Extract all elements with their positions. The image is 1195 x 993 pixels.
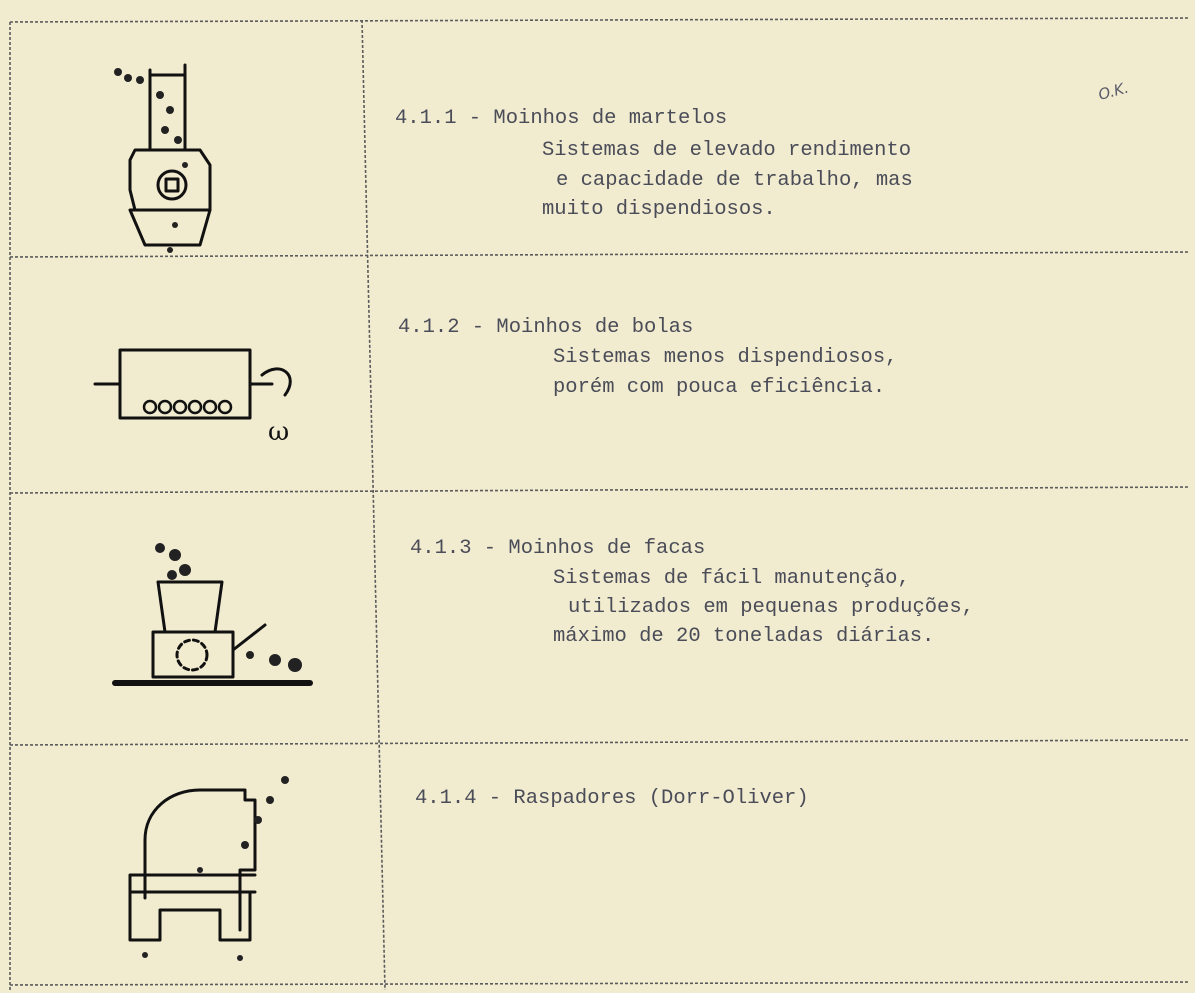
row-heading: 4.1.2 - Moinhos de bolas bbox=[398, 316, 693, 339]
row-description-line: e capacidade de trabalho, mas bbox=[556, 169, 913, 192]
knife-mill-icon bbox=[112, 543, 313, 686]
row-description-line: muito dispendiosos. bbox=[542, 198, 776, 221]
table-grid bbox=[9, 17, 1191, 991]
row-description-line: porém com pouca eficiência. bbox=[553, 376, 885, 399]
hammer-mill-icon bbox=[114, 63, 212, 253]
row-heading: 4.1.1 - Moinhos de martelos bbox=[395, 107, 727, 130]
row-description-line: Sistemas menos dispendiosos, bbox=[553, 346, 897, 369]
row-heading: 4.1.4 - Raspadores (Dorr-Oliver) bbox=[415, 787, 809, 810]
ball-mill-icon: ω bbox=[93, 348, 292, 447]
omega-symbol: ω bbox=[268, 417, 289, 447]
row-description-line: utilizados em pequenas produções, bbox=[568, 596, 974, 619]
row-heading: 4.1.3 - Moinhos de facas bbox=[410, 537, 705, 560]
handwritten-annotation: O.K. bbox=[1096, 79, 1130, 104]
scraper-icon bbox=[128, 776, 289, 961]
row-description-line: Sistemas de elevado rendimento bbox=[542, 139, 911, 162]
row-description-line: Sistemas de fácil manutenção, bbox=[553, 567, 910, 590]
row-description-line: máximo de 20 toneladas diárias. bbox=[553, 625, 934, 648]
